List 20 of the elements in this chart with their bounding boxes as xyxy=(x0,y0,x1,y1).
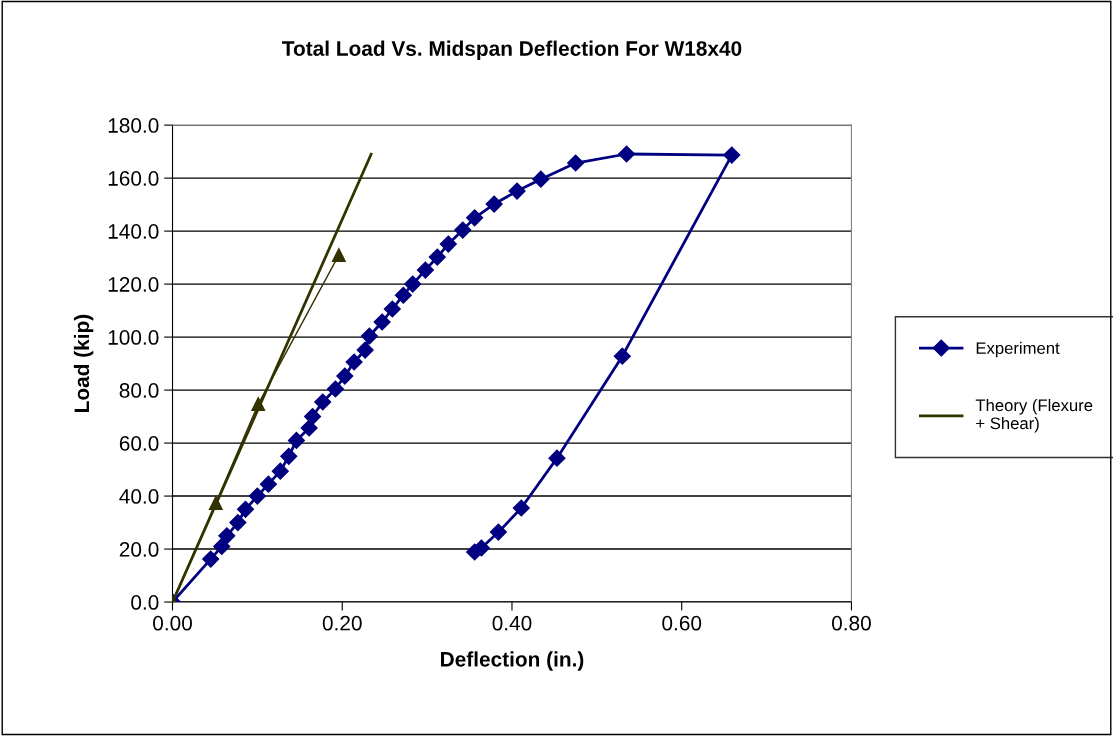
y-tick-label: 80.0 xyxy=(119,383,159,398)
chart-title: Total Load Vs. Midspan Deflection For W18x40 xyxy=(282,40,742,60)
y-tick-label: 60.0 xyxy=(119,436,159,451)
y-tick-label: 20.0 xyxy=(119,542,159,557)
x-tick-label: 0.00 xyxy=(153,615,192,631)
y-tick-label: 100.0 xyxy=(108,330,159,345)
x-tick-label: 0.60 xyxy=(662,615,702,631)
y-tick-label: 120.0 xyxy=(108,277,159,292)
x-tick-label: 0.80 xyxy=(831,615,871,631)
x-tick-label: 0.40 xyxy=(492,615,532,631)
y-tick-label: 160.0 xyxy=(108,171,159,186)
legend-label: Theory (Flexure + Shear) xyxy=(975,398,1093,433)
y-axis-title: Load (kip) xyxy=(73,314,94,412)
y-tick-label: 180.0 xyxy=(108,118,159,133)
y-tick-label: 40.0 xyxy=(119,489,159,504)
legend-label: Experiment xyxy=(976,341,1060,358)
y-tick-label: 0.0 xyxy=(131,595,159,610)
x-tick-label: 0.20 xyxy=(322,615,362,631)
y-tick-label: 140.0 xyxy=(108,224,159,239)
x-axis-title: Deflection (in.) xyxy=(441,651,584,671)
